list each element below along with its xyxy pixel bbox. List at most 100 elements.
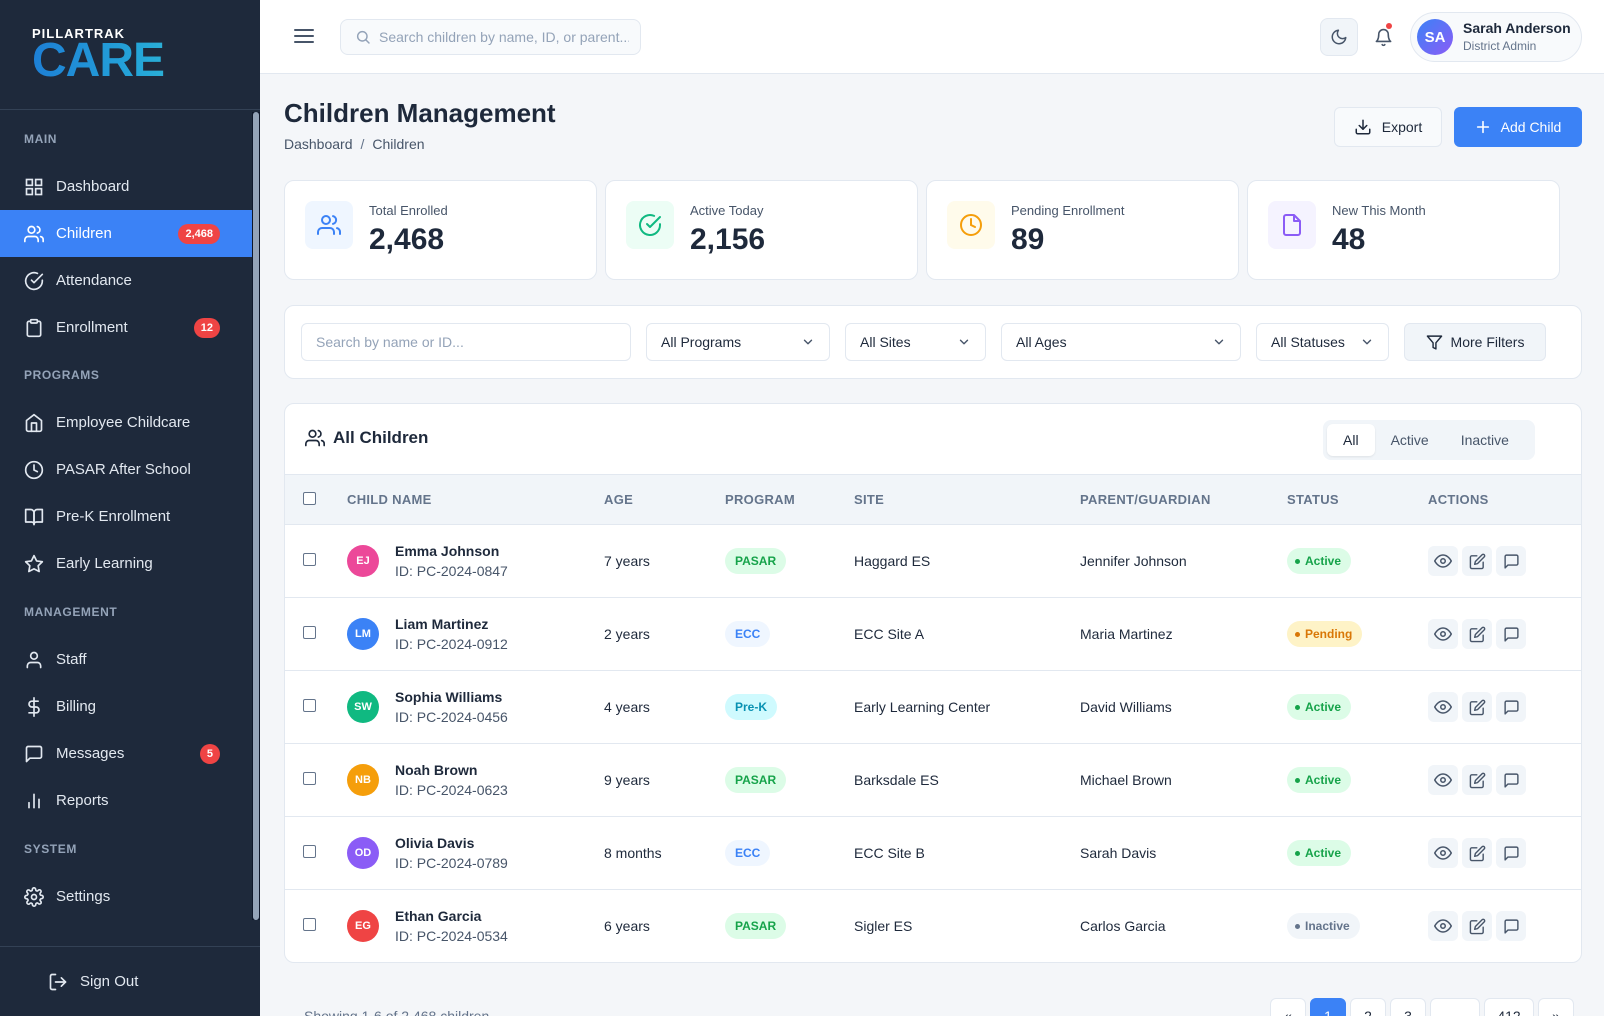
sidebar-item-billing[interactable]: Billing <box>0 683 252 730</box>
edit-button[interactable] <box>1462 546 1492 577</box>
child-name[interactable]: Ethan Garcia <box>395 908 482 924</box>
edit-button[interactable] <box>1462 765 1492 796</box>
page-button[interactable]: 412 <box>1484 998 1534 1016</box>
sidebar-item-children[interactable]: Children 2,468 <box>0 210 252 257</box>
table-row[interactable]: OD Olivia Davis ID: PC-2024-0789 8 months EC… <box>285 817 1581 890</box>
site-select[interactable]: All Sites <box>845 323 986 361</box>
sidebar-item-label: Messages <box>56 745 125 762</box>
edit-button[interactable] <box>1462 838 1492 869</box>
col-program[interactable]: PROGRAM <box>725 474 854 525</box>
select-all-checkbox[interactable] <box>303 491 316 505</box>
row-checkbox[interactable] <box>303 553 316 566</box>
page-button[interactable]: ... <box>1430 998 1480 1016</box>
brand-main: CARE <box>32 37 260 85</box>
pagination: «1 2 3... 412» <box>1270 998 1578 1016</box>
select-all-cell <box>285 474 347 525</box>
row-checkbox[interactable] <box>303 626 316 639</box>
theme-toggle-button[interactable] <box>1320 18 1358 56</box>
col-age[interactable]: AGE <box>604 474 725 525</box>
sidebar-item-enrollment[interactable]: Enrollment 12 <box>0 304 252 351</box>
message-button[interactable] <box>1496 911 1526 942</box>
avatar: EG <box>347 910 379 942</box>
col-site[interactable]: SITE <box>854 474 1080 525</box>
child-name[interactable]: Emma Johnson <box>395 543 500 559</box>
message-button[interactable] <box>1496 765 1526 796</box>
sidebar-item-employee-childcare[interactable]: Employee Childcare <box>0 399 252 446</box>
sign-out-button[interactable]: Sign Out <box>0 946 260 1016</box>
sidebar-scrollbar[interactable] <box>252 112 260 920</box>
page-button[interactable]: » <box>1538 998 1574 1016</box>
download-icon <box>1354 118 1372 136</box>
col-status[interactable]: STATUS <box>1287 474 1428 525</box>
page-button[interactable]: 2 <box>1350 998 1386 1016</box>
count-badge: 12 <box>193 318 220 338</box>
row-checkbox[interactable] <box>303 918 316 931</box>
page-button[interactable]: « <box>1270 998 1306 1016</box>
view-button[interactable] <box>1428 545 1458 576</box>
sidebar-item-dashboard[interactable]: Dashboard <box>0 163 252 210</box>
view-button[interactable] <box>1428 910 1458 941</box>
table-row[interactable]: LM Liam Martinez ID: PC-2024-0912 2 years EC… <box>285 598 1581 671</box>
child-name[interactable]: Olivia Davis <box>395 835 475 851</box>
row-checkbox[interactable] <box>303 772 316 785</box>
sidebar-item-staff[interactable]: Staff <box>0 636 252 683</box>
filter-search-input[interactable] <box>316 334 616 350</box>
program-badge: ECC <box>725 621 771 647</box>
sidebar-item-pasar-after-school[interactable]: PASAR After School <box>0 446 252 493</box>
stat-value: 48 <box>1332 223 1366 256</box>
page-button[interactable]: 3 <box>1390 998 1426 1016</box>
page-button[interactable]: 1 <box>1310 998 1346 1016</box>
more-filters-button[interactable]: More Filters <box>1404 323 1546 361</box>
user-menu[interactable]: SA Sarah Anderson District Admin <box>1410 12 1582 62</box>
edit-button[interactable] <box>1462 619 1492 650</box>
view-button[interactable] <box>1428 691 1458 722</box>
program-select-value: All Programs <box>661 334 742 350</box>
view-button[interactable] <box>1428 764 1458 795</box>
age-cell: 9 years <box>604 772 650 788</box>
add-child-button[interactable]: Add Child <box>1454 107 1582 147</box>
sidebar-item-reports[interactable]: Reports <box>0 777 252 824</box>
sidebar-item-messages[interactable]: Messages 5 <box>0 730 252 777</box>
tab-inactive[interactable]: Inactive <box>1460 432 1509 448</box>
chat-icon <box>1503 699 1520 716</box>
message-button[interactable] <box>1496 619 1526 650</box>
child-name[interactable]: Sophia Williams <box>395 689 503 705</box>
col-actions: ACTIONS <box>1428 474 1581 525</box>
notifications-button[interactable] <box>1364 18 1402 56</box>
age-select[interactable]: All Ages <box>1001 323 1241 361</box>
view-button[interactable] <box>1428 618 1458 649</box>
tab-active[interactable]: Active <box>1390 432 1429 448</box>
message-button[interactable] <box>1496 546 1526 577</box>
col-child-name[interactable]: CHILD NAME <box>347 474 604 525</box>
sidebar-item-settings[interactable]: Settings <box>0 873 252 920</box>
col-parent[interactable]: PARENT/GUARDIAN <box>1080 474 1287 525</box>
program-cell: PASAR <box>725 744 854 817</box>
table-row[interactable]: NB Noah Brown ID: PC-2024-0623 9 years PASAR… <box>285 744 1581 817</box>
breadcrumb-dashboard[interactable]: Dashboard <box>284 136 353 152</box>
export-button[interactable]: Export <box>1334 107 1442 147</box>
row-checkbox[interactable] <box>303 845 316 858</box>
child-name[interactable]: Liam Martinez <box>395 616 489 632</box>
sidebar-item-pre-k-enrollment[interactable]: Pre-K Enrollment <box>0 493 252 540</box>
message-icon <box>24 744 44 764</box>
message-button[interactable] <box>1496 838 1526 869</box>
program-select[interactable]: All Programs <box>646 323 830 361</box>
status-select[interactable]: All Statuses <box>1256 323 1389 361</box>
message-button[interactable] <box>1496 692 1526 723</box>
tab-all[interactable]: All <box>1327 424 1375 456</box>
table-row[interactable]: EG Ethan Garcia ID: PC-2024-0534 6 years PAS… <box>285 890 1581 962</box>
global-search-input[interactable] <box>379 29 629 45</box>
edit-button[interactable] <box>1462 692 1492 723</box>
view-button[interactable] <box>1428 837 1458 868</box>
row-checkbox[interactable] <box>303 699 316 712</box>
sidebar-item-early-learning[interactable]: Early Learning <box>0 540 252 587</box>
table-row[interactable]: SW Sophia Williams ID: PC-2024-0456 4 years… <box>285 671 1581 744</box>
status-badge: Active <box>1287 694 1352 720</box>
child-name[interactable]: Noah Brown <box>395 762 478 778</box>
sidebar-item-attendance[interactable]: Attendance <box>0 257 252 304</box>
stat-label: Active Today <box>690 203 764 218</box>
edit-button[interactable] <box>1462 911 1492 942</box>
brand-logo[interactable]: PILLARTRAK CARE <box>0 0 260 110</box>
table-row[interactable]: EJ Emma Johnson ID: PC-2024-0847 7 years PAS… <box>285 525 1581 598</box>
menu-toggle-button[interactable] <box>294 26 316 46</box>
